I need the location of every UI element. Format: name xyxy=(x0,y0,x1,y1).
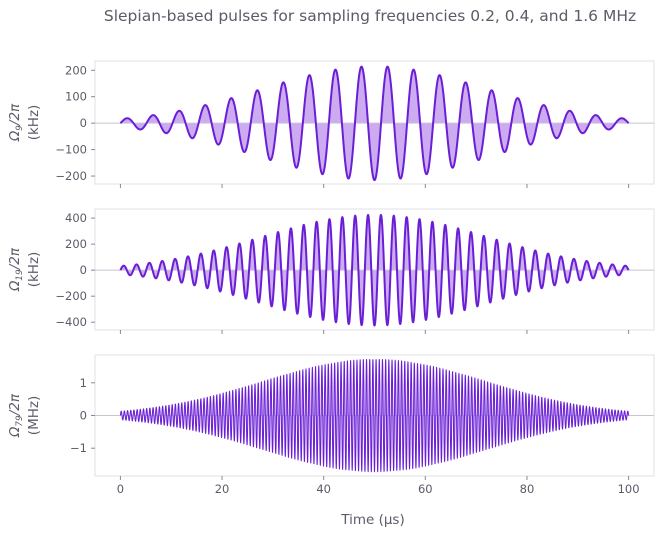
y-axis-unit: (kHz) xyxy=(26,105,42,141)
y-tick-label: 1 xyxy=(80,376,87,390)
y-tick-label: 0 xyxy=(80,263,87,277)
y-tick-label: 100 xyxy=(65,90,87,104)
y-axis-label: Ω19/2π xyxy=(7,247,25,292)
axes-frame xyxy=(94,208,655,331)
y-tick-label: −400 xyxy=(55,315,87,329)
series-line xyxy=(119,65,630,182)
y-tick-label: −200 xyxy=(55,289,87,303)
subplot-2: 400 200 0 −200 −400 Ω19/2π (kHz) xyxy=(7,208,655,334)
y-tick-label: 400 xyxy=(65,211,87,225)
y-tick-label: 200 xyxy=(65,237,87,251)
x-tick-label: 20 xyxy=(215,482,230,496)
axes-frame xyxy=(94,60,655,185)
y-axis-unit: (MHz) xyxy=(26,396,42,435)
series-line xyxy=(119,213,630,327)
chart-title: Slepian-based pulses for sampling freque… xyxy=(104,7,636,25)
x-tick-label: 60 xyxy=(418,482,433,496)
subplot-3: 1 0 −1 Ω79/2π (MHz) xyxy=(7,354,655,480)
y-axis-label: Ω9/2π xyxy=(7,103,25,142)
x-tick-label: 80 xyxy=(520,482,535,496)
y-tick-label: 200 xyxy=(65,63,87,77)
x-tick-label: 0 xyxy=(117,482,124,496)
series-line xyxy=(119,359,630,473)
y-axis-unit: (kHz) xyxy=(26,252,42,288)
subplot-1: 200 100 0 −100 −200 Ω9/2π (kHz) xyxy=(7,60,655,188)
y-tick-label: 0 xyxy=(80,116,87,130)
x-tick-label: 40 xyxy=(316,482,331,496)
y-tick-label: −200 xyxy=(55,169,87,183)
y-tick-label: 0 xyxy=(80,409,87,423)
x-axis-label: Time (μs) xyxy=(340,512,405,528)
y-axis-label: Ω79/2π xyxy=(7,393,25,438)
y-tick-label: −1 xyxy=(70,441,87,455)
x-tick-label: 100 xyxy=(618,482,640,496)
y-tick-label: −100 xyxy=(55,143,87,157)
x-axis: Time (μs) 0 20 40 60 80 100 xyxy=(117,482,640,528)
